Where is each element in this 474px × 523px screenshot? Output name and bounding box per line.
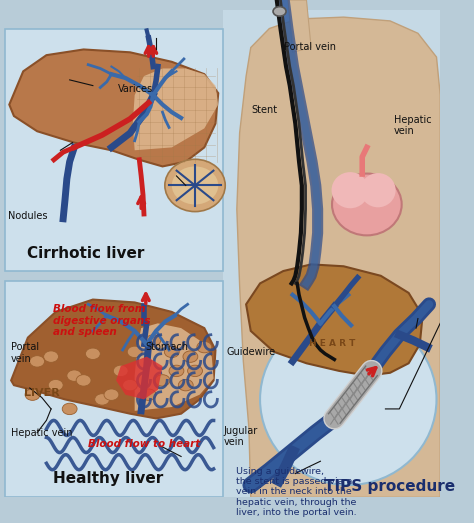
Ellipse shape xyxy=(85,348,100,359)
Text: Hepatic
vein: Hepatic vein xyxy=(394,115,432,136)
Polygon shape xyxy=(288,0,311,52)
Ellipse shape xyxy=(44,351,58,362)
Polygon shape xyxy=(135,323,214,411)
Ellipse shape xyxy=(76,374,91,386)
Text: H E A R T: H E A R T xyxy=(309,339,356,348)
Ellipse shape xyxy=(62,403,77,415)
Text: Varices: Varices xyxy=(118,84,153,94)
Ellipse shape xyxy=(360,173,396,207)
Ellipse shape xyxy=(146,335,161,346)
Polygon shape xyxy=(116,357,163,400)
Ellipse shape xyxy=(188,365,202,377)
Ellipse shape xyxy=(95,394,109,405)
Text: Jugular
vein: Jugular vein xyxy=(224,426,258,448)
Ellipse shape xyxy=(48,380,63,391)
Polygon shape xyxy=(11,300,216,418)
Text: Healthy liver: Healthy liver xyxy=(53,471,163,486)
Ellipse shape xyxy=(123,380,137,391)
Ellipse shape xyxy=(67,370,82,381)
Text: Hepatic vein: Hepatic vein xyxy=(11,428,73,438)
Polygon shape xyxy=(246,264,423,376)
Polygon shape xyxy=(5,29,223,271)
Text: Using a guidewire,
the stent is passed via a
vein in the neck into the
hepatic v: Using a guidewire, the stent is passed v… xyxy=(236,467,356,517)
Text: Stent: Stent xyxy=(252,106,278,116)
Polygon shape xyxy=(237,17,440,497)
Ellipse shape xyxy=(155,374,170,386)
Ellipse shape xyxy=(164,346,179,358)
Polygon shape xyxy=(223,9,440,497)
Polygon shape xyxy=(9,50,218,166)
Ellipse shape xyxy=(141,389,156,401)
Ellipse shape xyxy=(331,172,369,208)
Ellipse shape xyxy=(197,342,212,353)
Ellipse shape xyxy=(113,365,128,377)
Text: LIVER: LIVER xyxy=(24,388,60,398)
Ellipse shape xyxy=(169,365,184,377)
Ellipse shape xyxy=(127,346,142,358)
Text: Stomach: Stomach xyxy=(145,342,188,352)
Ellipse shape xyxy=(178,380,193,391)
Polygon shape xyxy=(133,69,218,150)
Text: Blood flow from
digestive organs
and spleen: Blood flow from digestive organs and spl… xyxy=(53,304,150,337)
Text: Cirrhotic liver: Cirrhotic liver xyxy=(27,246,145,261)
Ellipse shape xyxy=(273,7,286,16)
Polygon shape xyxy=(5,280,223,497)
Ellipse shape xyxy=(183,351,198,362)
Text: Portal vein: Portal vein xyxy=(284,42,336,52)
Ellipse shape xyxy=(104,389,119,401)
Text: TIPS procedure: TIPS procedure xyxy=(324,479,455,494)
Ellipse shape xyxy=(172,166,218,204)
Text: Portal
vein: Portal vein xyxy=(11,343,39,364)
Text: Guidewire: Guidewire xyxy=(227,347,276,357)
Ellipse shape xyxy=(332,174,401,235)
Ellipse shape xyxy=(260,314,437,485)
Ellipse shape xyxy=(25,389,40,401)
Text: Nodules: Nodules xyxy=(8,211,47,221)
Ellipse shape xyxy=(30,356,45,367)
Ellipse shape xyxy=(165,160,225,212)
Text: Blood flow to heart: Blood flow to heart xyxy=(88,439,201,449)
